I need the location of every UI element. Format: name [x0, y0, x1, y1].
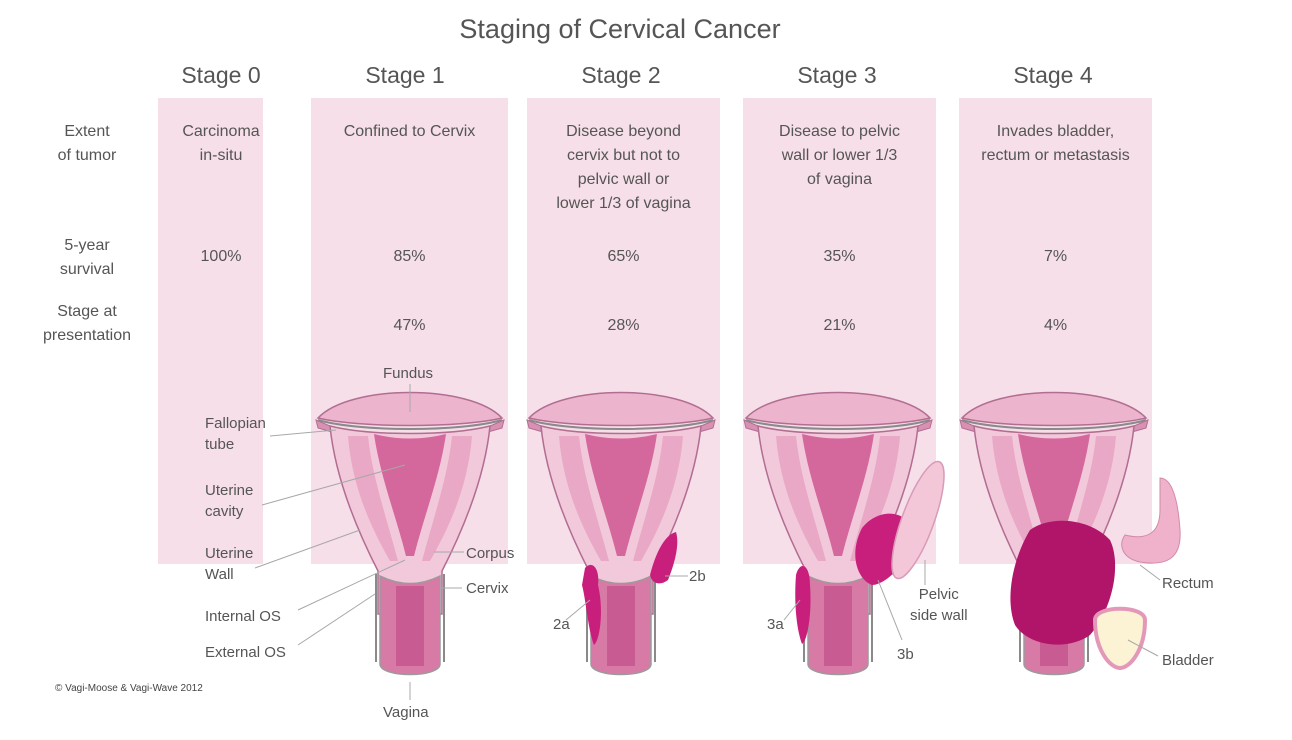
stage-4-survival: 7%: [1043, 248, 1068, 265]
stage-4-extent: Invades bladder, rectum or metastasis: [981, 123, 1130, 164]
stage-0-survival: 100%: [200, 248, 242, 265]
stage-0-header: Stage 0: [181, 62, 261, 88]
label-corpus: Corpus: [466, 545, 515, 562]
stage-0-panel: [158, 98, 263, 564]
tumor-3a: [795, 565, 811, 644]
stage-2-presentation: 28%: [607, 317, 640, 334]
tumor-stage-4: [1010, 520, 1116, 645]
pelvic-side-wall-shape: [891, 460, 945, 580]
stage-3-survival: 35%: [823, 248, 856, 265]
stage-2-header: Stage 2: [581, 62, 661, 88]
copyright-notice: © Vagi-Moose & Vagi-Wave 2012: [55, 683, 203, 694]
rectum-shape: [1121, 477, 1181, 564]
stage-2-extent: Disease beyond cervix but not to pelvic …: [556, 123, 691, 212]
label-2b: 2b: [689, 568, 706, 585]
label-fallopian-tube: Fallopian tube: [205, 415, 266, 453]
label-pelvic-side-wall: Pelvic side wall: [910, 586, 968, 624]
label-bladder: Bladder: [1162, 652, 1214, 669]
row-label-presentation: Stage at presentation: [42, 303, 132, 344]
tumor-2b: [650, 532, 678, 584]
stage-1-extent: Confined to Cervix: [343, 123, 476, 140]
stage-2-survival: 65%: [607, 248, 640, 265]
stage-1-presentation: 47%: [393, 317, 426, 334]
label-vagina: Vagina: [383, 704, 429, 721]
stage-1-survival: 85%: [393, 248, 426, 265]
label-external-os: External OS: [205, 644, 286, 661]
stage-3-header: Stage 3: [797, 62, 877, 88]
label-uterine-wall: Uterine Wall: [205, 545, 254, 583]
label-2a: 2a: [553, 616, 570, 633]
uterus-stage-1: [315, 391, 505, 676]
label-fundus: Fundus: [383, 365, 434, 382]
label-3a: 3a: [767, 616, 784, 633]
stage-4-header: Stage 4: [1013, 62, 1093, 88]
label-rectum: Rectum: [1162, 575, 1214, 592]
page-title: Staging of Cervical Cancer: [459, 14, 781, 44]
leader-lines: [254, 384, 1161, 700]
row-label-extent: Extent of tumor: [57, 123, 117, 164]
label-uterine-cavity: Uterine cavity: [205, 482, 254, 520]
stage-3-extent: Disease to pelvic wall or lower 1/3 of v…: [779, 123, 900, 188]
label-internal-os: Internal OS: [205, 608, 281, 625]
bladder-shape: [1092, 606, 1148, 671]
stage-0-extent: Carcinoma in-situ: [182, 123, 260, 164]
tumor-2a: [582, 564, 601, 645]
label-cervix: Cervix: [466, 580, 509, 597]
stage-4-presentation: 4%: [1043, 317, 1068, 334]
row-label-survival: 5-year survival: [59, 237, 115, 278]
stage-1-header: Stage 1: [365, 62, 445, 88]
stage-3-presentation: 21%: [823, 317, 856, 334]
label-3b: 3b: [897, 646, 914, 663]
